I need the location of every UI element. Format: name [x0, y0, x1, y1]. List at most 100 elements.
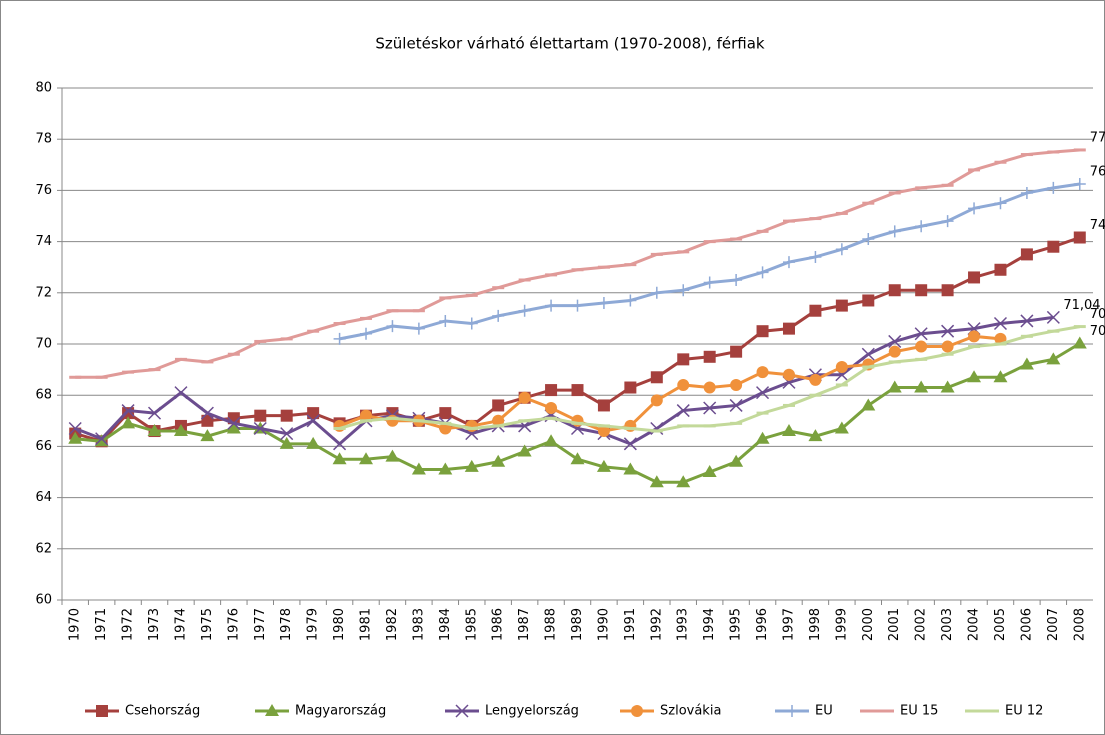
marker: [702, 465, 717, 477]
marker-plus: [1073, 178, 1086, 190]
marker: [518, 304, 531, 317]
marker: [360, 409, 373, 422]
marker: [333, 437, 347, 451]
marker: [280, 427, 294, 441]
marker-triangle: [808, 429, 823, 442]
marker: [439, 314, 452, 327]
marker: [360, 327, 373, 340]
marker: [650, 371, 663, 384]
marker-plus: [650, 286, 663, 299]
marker-square: [782, 322, 795, 335]
x-tick-label: 1998: [808, 608, 823, 641]
marker-x: [68, 421, 82, 436]
marker: [68, 431, 83, 444]
marker: [596, 459, 611, 472]
marker-triangle: [438, 462, 453, 475]
marker: [994, 263, 1007, 276]
marker-triangle: [332, 452, 347, 465]
marker-circle: [915, 340, 928, 353]
marker: [174, 386, 188, 400]
marker-x: [227, 416, 241, 430]
marker: [1020, 186, 1033, 199]
marker: [676, 475, 691, 488]
marker-plus: [439, 314, 452, 327]
marker: [703, 381, 716, 394]
marker: [307, 407, 320, 420]
marker: [915, 220, 928, 233]
x-tick-label: 1986: [491, 608, 506, 641]
marker: [968, 330, 981, 343]
marker: [332, 452, 347, 465]
marker: [200, 406, 214, 420]
marker: [862, 233, 875, 246]
x-tick-label: 1976: [226, 608, 241, 641]
marker-triangle: [173, 424, 188, 437]
marker-square: [756, 325, 769, 338]
marker: [786, 705, 798, 717]
marker-triangle: [1072, 336, 1087, 349]
marker: [941, 324, 955, 338]
marker-x: [455, 704, 469, 718]
marker: [226, 421, 241, 434]
marker-triangle: [676, 475, 691, 488]
marker-x: [253, 421, 267, 436]
marker-x: [703, 401, 717, 415]
marker: [439, 407, 452, 420]
marker-plus: [756, 266, 769, 279]
marker-square: [835, 299, 848, 312]
x-tick-label: 1977: [253, 608, 268, 641]
marker-x: [756, 386, 770, 400]
legend-label: EU: [815, 704, 833, 719]
data-label: 76,25: [1090, 165, 1105, 180]
marker: [703, 401, 717, 415]
marker: [95, 432, 109, 446]
marker-square: [968, 271, 981, 284]
marker-square: [545, 384, 558, 397]
marker: [411, 462, 426, 475]
marker: [703, 276, 716, 289]
marker-x: [676, 404, 690, 418]
marker-plus: [386, 320, 399, 333]
marker-plus: [809, 250, 822, 263]
marker-triangle: [279, 436, 294, 449]
legend-label: Szlovákia: [660, 704, 721, 719]
marker: [1046, 310, 1060, 324]
marker-plus: [333, 332, 346, 345]
chart-title: Születéskor várható élettartam (1970-200…: [375, 35, 765, 53]
marker-x: [1046, 310, 1060, 324]
marker-square: [915, 284, 928, 297]
x-tick-label: 1992: [649, 608, 664, 641]
marker: [1046, 352, 1061, 365]
marker: [571, 384, 584, 397]
marker-triangle: [226, 421, 241, 434]
x-tick-label: 2007: [1046, 608, 1061, 641]
marker: [782, 256, 795, 269]
x-tick-label: 2003: [940, 608, 955, 641]
marker: [835, 361, 848, 374]
marker: [756, 366, 769, 379]
marker-square: [439, 407, 452, 420]
marker: [941, 340, 954, 353]
marker: [834, 421, 849, 434]
marker: [200, 429, 215, 442]
x-tick-label: 1984: [438, 608, 453, 641]
marker: [492, 414, 505, 427]
marker: [968, 202, 981, 215]
marker-x: [941, 324, 955, 338]
marker-x: [306, 414, 320, 428]
marker: [359, 452, 374, 465]
marker: [386, 320, 399, 333]
marker-triangle: [781, 424, 796, 437]
marker-triangle: [517, 444, 532, 457]
marker-square: [862, 294, 875, 307]
marker: [782, 368, 795, 381]
marker-triangle: [359, 452, 374, 465]
marker-triangle: [623, 462, 638, 475]
y-tick-label: 80: [35, 81, 52, 96]
marker: [412, 322, 425, 335]
marker-triangle: [265, 704, 279, 716]
marker-plus: [941, 215, 954, 228]
marker: [597, 425, 610, 438]
